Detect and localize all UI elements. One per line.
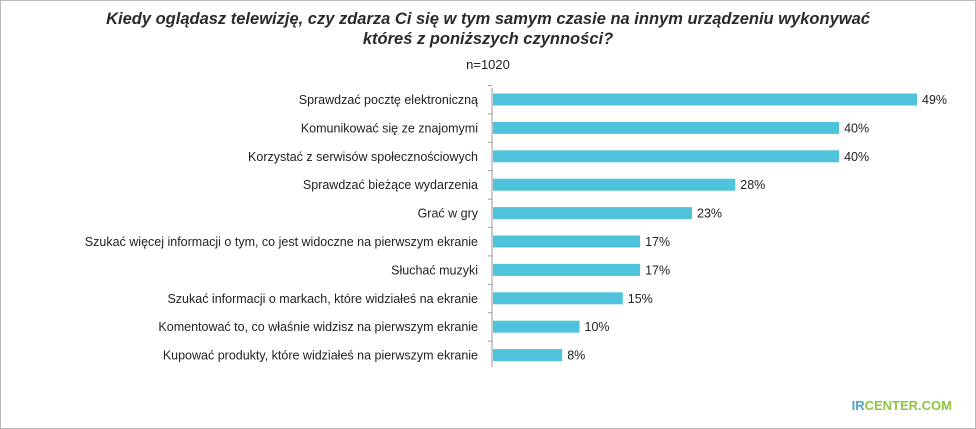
- value-label-4: 28%: [740, 178, 765, 192]
- value-label-6: 17%: [645, 235, 670, 249]
- bar-9: [493, 320, 580, 333]
- bar-6: [493, 235, 641, 248]
- bar-8: [493, 292, 623, 305]
- bar-3: [493, 150, 840, 163]
- bar-7: [493, 263, 641, 276]
- brand-logo-ir: IR: [851, 398, 865, 413]
- value-label-1: 49%: [922, 93, 947, 107]
- value-label-3: 40%: [844, 150, 869, 164]
- chart-title-line-2: któreś z poniższych czynności?: [362, 30, 614, 48]
- bar-1: [493, 93, 917, 106]
- category-label-10: Kupować produkty, które widziałeś na pie…: [163, 349, 478, 363]
- bar-2: [493, 121, 840, 134]
- category-label-2: Komunikować się ze znajomymi: [301, 121, 478, 135]
- value-label-9: 10%: [585, 320, 610, 334]
- bar-5: [493, 207, 693, 220]
- category-label-8: Szukać informacji o markach, które widzi…: [167, 292, 478, 306]
- value-label-7: 17%: [645, 263, 670, 277]
- sample-size: n=1020: [466, 57, 510, 72]
- brand-logo-rest: CENTER.COM: [864, 398, 952, 413]
- category-label-5: Grać w gry: [418, 207, 479, 221]
- category-label-1: Sprawdzać pocztę elektroniczną: [299, 93, 478, 107]
- brand-logo: IRCENTER.COM: [852, 398, 952, 413]
- category-label-9: Komentować to, co właśnie widzisz na pie…: [158, 320, 478, 334]
- value-label-5: 23%: [697, 207, 722, 221]
- bar-10: [493, 349, 563, 362]
- category-label-6: Szukać więcej informacji o tym, co jest …: [85, 235, 478, 249]
- value-label-8: 15%: [628, 292, 653, 306]
- category-label-4: Sprawdzać bieżące wydarzenia: [303, 178, 478, 192]
- category-label-3: Korzystać z serwisów społecznościowych: [248, 150, 478, 164]
- value-label-10: 8%: [567, 349, 585, 363]
- category-label-7: Słuchać muzyki: [391, 263, 478, 277]
- value-label-2: 40%: [844, 121, 869, 135]
- bar-4: [493, 178, 736, 191]
- chart-title-line-1: Kiedy oglądasz telewizję, czy zdarza Ci …: [106, 10, 870, 28]
